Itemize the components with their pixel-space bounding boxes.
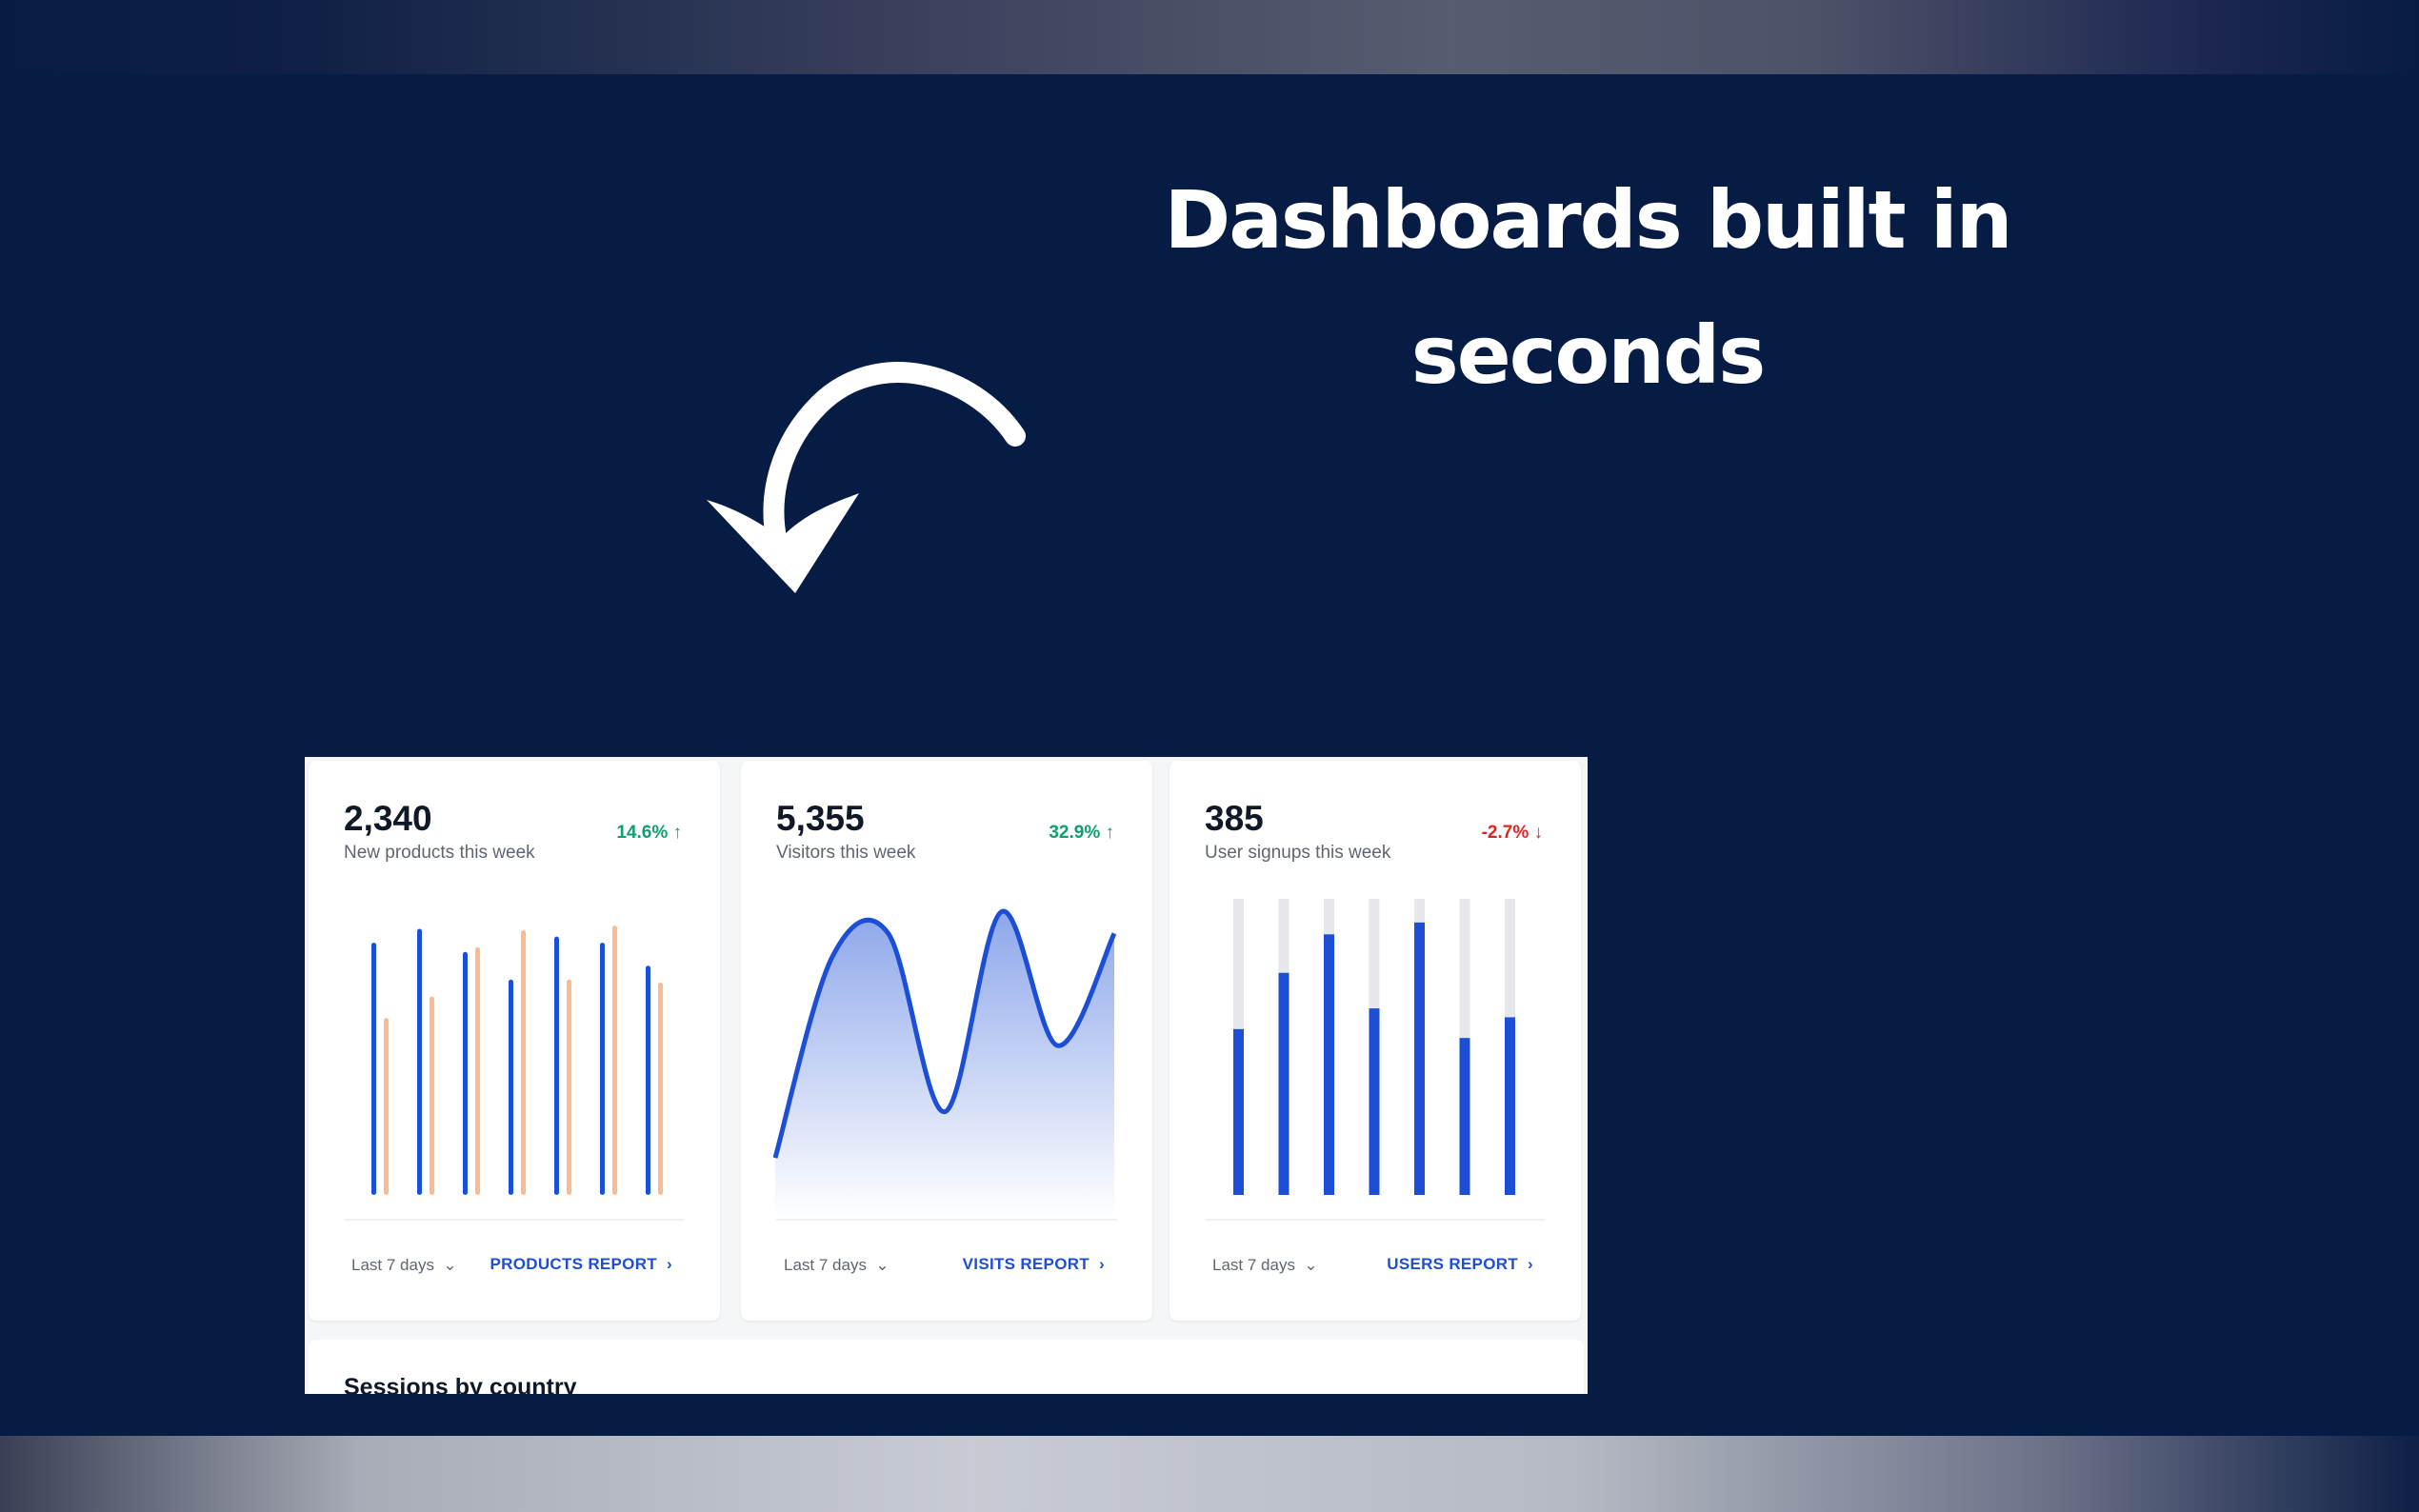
chevron-down-icon: ⌄ (438, 1256, 457, 1274)
bar-blue (646, 965, 650, 1195)
chevron-right-icon: › (662, 1255, 672, 1273)
card-label: User signups this week (1205, 843, 1391, 863)
bar-orange (567, 979, 571, 1195)
link-label: USERS REPORT (1387, 1255, 1518, 1273)
range-dropdown[interactable]: Last 7 days ⌄ (784, 1256, 890, 1275)
bar-blue (1278, 972, 1289, 1195)
bar-blue (1505, 1017, 1515, 1195)
card-new-products: 2,340 New products this week 14.6% ↑ Las… (309, 761, 720, 1321)
headline-line-1: Dashboards built in (1164, 173, 2012, 267)
link-label: VISITS REPORT (962, 1255, 1090, 1273)
card-value: 385 (1205, 799, 1264, 838)
arrow-up-icon: ↑ (1105, 823, 1115, 843)
headline-line-2: seconds (1410, 308, 1766, 402)
arrow-up-icon: ↑ (672, 823, 683, 843)
link-label: PRODUCTS REPORT (490, 1255, 657, 1273)
area-fill (775, 911, 1114, 1218)
bar-blue (1369, 1008, 1380, 1195)
top-video-strip (0, 0, 2419, 74)
signups-bar-chart (1233, 899, 1515, 1195)
bar-orange (658, 983, 663, 1195)
bar-blue (509, 979, 513, 1195)
card-visitors: 5,355 Visitors this week 32.9% ↑ Last 7 … (741, 761, 1152, 1321)
users-report-link[interactable]: USERS REPORT › (1387, 1255, 1533, 1274)
bar-blue (463, 951, 468, 1195)
range-dropdown[interactable]: Last 7 days ⌄ (1212, 1256, 1318, 1275)
section-title: Sessions by country (344, 1374, 577, 1394)
range-dropdown[interactable]: Last 7 days ⌄ (351, 1256, 457, 1275)
headline: Dashboards built in seconds (1016, 152, 2159, 423)
sessions-by-country-card: Sessions by country (309, 1340, 1584, 1394)
chevron-right-icon: › (1523, 1255, 1533, 1273)
card-delta: 32.9% ↑ (1049, 823, 1114, 844)
visits-report-link[interactable]: VISITS REPORT › (963, 1255, 1105, 1274)
card-label: New products this week (344, 843, 535, 863)
delta-value: 32.9% (1049, 823, 1101, 843)
bar-orange (430, 996, 434, 1195)
bar-blue (371, 943, 376, 1195)
range-label: Last 7 days (351, 1256, 434, 1274)
bar-blue (600, 943, 605, 1195)
chevron-down-icon: ⌄ (1299, 1256, 1318, 1274)
bar-blue (417, 928, 422, 1195)
bar-blue (1414, 922, 1425, 1195)
products-bar-chart (371, 925, 663, 1195)
card-value: 5,355 (776, 799, 865, 838)
products-report-link[interactable]: PRODUCTS REPORT › (490, 1255, 672, 1274)
dashboard-panel: 2,340 New products this week 14.6% ↑ Las… (305, 757, 1588, 1394)
card-delta: -2.7% ↓ (1482, 823, 1543, 844)
card-value: 2,340 (344, 799, 432, 838)
chevron-down-icon: ⌄ (870, 1256, 890, 1274)
chart-baseline (344, 1219, 685, 1221)
delta-value: 14.6% (616, 823, 669, 843)
bar-orange (521, 930, 526, 1195)
bar-orange (384, 1018, 389, 1195)
chart-baseline (1205, 1219, 1546, 1221)
chart-baseline (776, 1219, 1117, 1221)
bar-blue (1459, 1038, 1470, 1195)
chevron-right-icon: › (1094, 1255, 1105, 1273)
bar-blue (554, 936, 559, 1195)
card-delta: 14.6% ↑ (616, 823, 682, 844)
bottom-video-strip (0, 1436, 2419, 1512)
bar-blue (1324, 934, 1334, 1195)
bar-blue (1233, 1028, 1244, 1195)
card-user-signups: 385 User signups this week -2.7% ↓ Last … (1170, 761, 1581, 1321)
visitors-line (772, 909, 1117, 1159)
range-label: Last 7 days (784, 1256, 867, 1274)
range-label: Last 7 days (1212, 1256, 1295, 1274)
arrow-down-icon: ↓ (1533, 823, 1544, 843)
bar-orange (475, 946, 480, 1195)
visitors-area-chart (772, 909, 1117, 1218)
delta-value: -2.7% (1481, 823, 1529, 843)
card-label: Visitors this week (776, 843, 916, 863)
bar-orange (612, 925, 617, 1195)
curved-arrow-icon (707, 362, 1026, 593)
